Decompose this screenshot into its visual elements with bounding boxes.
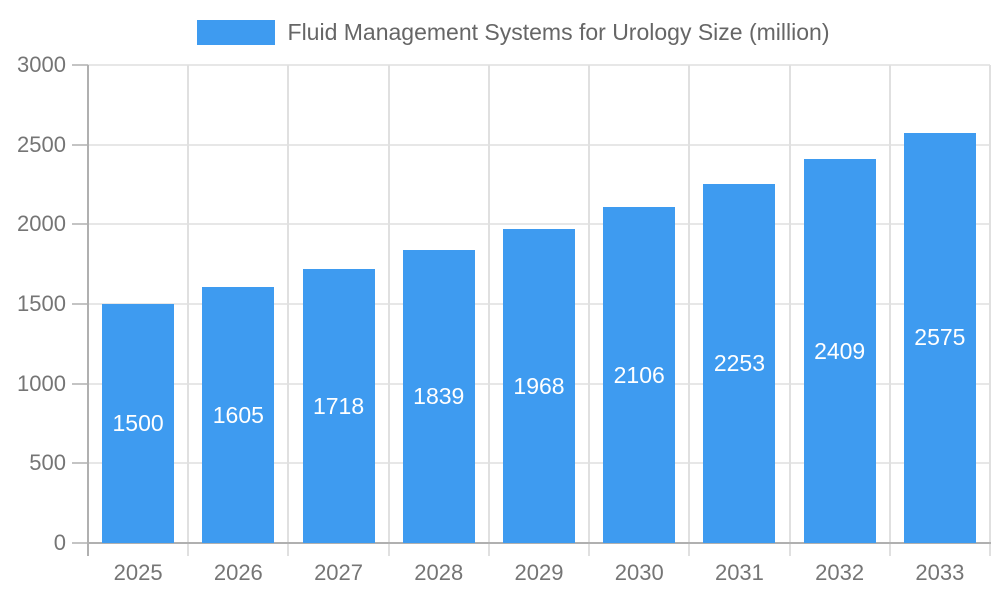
y-tick-label: 1000 xyxy=(17,370,66,396)
legend-item[interactable]: Fluid Management Systems for Urology Siz… xyxy=(196,19,830,46)
legend-swatch-icon xyxy=(196,20,275,45)
bar[interactable]: 2575 xyxy=(903,132,976,543)
x-tick-label: 2026 xyxy=(213,560,263,585)
bar-value-label: 1839 xyxy=(413,382,465,409)
bar[interactable]: 1839 xyxy=(402,249,475,543)
x-tick-label: 2028 xyxy=(414,560,464,585)
bar-value-label: 2409 xyxy=(814,337,866,364)
x-tick-label: 2029 xyxy=(514,560,564,585)
v-gridline xyxy=(187,65,190,556)
h-gridline xyxy=(88,223,990,226)
bar-value-label: 1605 xyxy=(212,401,264,428)
x-tick-label: 2032 xyxy=(815,560,865,585)
y-tick-label: 2000 xyxy=(17,211,66,237)
bar-value-label: 2575 xyxy=(914,324,966,351)
v-gridline xyxy=(788,65,791,556)
y-tick-mark xyxy=(72,143,88,146)
y-tick-label: 3000 xyxy=(17,52,66,77)
y-tick-mark xyxy=(72,382,88,385)
v-gridline xyxy=(888,65,891,556)
bar-value-label: 1718 xyxy=(312,392,365,419)
y-tick-mark xyxy=(72,542,88,544)
y-tick-label: 500 xyxy=(29,450,66,476)
legend: Fluid Management Systems for Urology Siz… xyxy=(0,19,1000,46)
y-tick-mark xyxy=(72,462,88,465)
bar[interactable]: 1605 xyxy=(202,287,275,543)
bar-value-label: 1500 xyxy=(112,410,164,436)
x-tick-label: 2031 xyxy=(714,560,764,585)
y-tick-label: 1500 xyxy=(17,291,66,316)
bar-value-label: 2253 xyxy=(713,350,766,376)
x-tick-label: 2033 xyxy=(915,560,965,585)
bar-value-label: 2106 xyxy=(613,361,665,388)
bar[interactable]: 1968 xyxy=(503,229,575,543)
v-gridline xyxy=(287,65,290,556)
h-gridline xyxy=(88,143,990,146)
h-gridline xyxy=(88,64,990,66)
bar[interactable]: 1500 xyxy=(102,304,175,543)
v-gridline xyxy=(387,65,390,556)
v-gridline xyxy=(688,65,691,556)
v-gridline xyxy=(989,65,991,556)
y-axis-line xyxy=(87,65,89,556)
y-tick-mark xyxy=(72,303,88,305)
v-gridline xyxy=(588,65,591,556)
v-gridline xyxy=(487,65,490,556)
x-tick-label: 2030 xyxy=(614,560,664,585)
bar-value-label: 1968 xyxy=(513,372,565,399)
y-tick-mark xyxy=(72,64,88,66)
legend-label: Fluid Management Systems for Urology Siz… xyxy=(287,19,830,45)
x-axis-line xyxy=(87,542,991,544)
bar[interactable]: 2106 xyxy=(603,207,676,543)
y-tick-mark xyxy=(72,223,88,226)
bar[interactable]: 1718 xyxy=(302,269,375,543)
y-tick-label: 2500 xyxy=(17,131,66,157)
x-tick-label: 2027 xyxy=(314,560,364,585)
x-tick-label: 2025 xyxy=(113,560,163,585)
y-tick-label: 0 xyxy=(53,530,66,555)
bar[interactable]: 2409 xyxy=(803,159,876,543)
bar[interactable]: 2253 xyxy=(703,184,776,543)
